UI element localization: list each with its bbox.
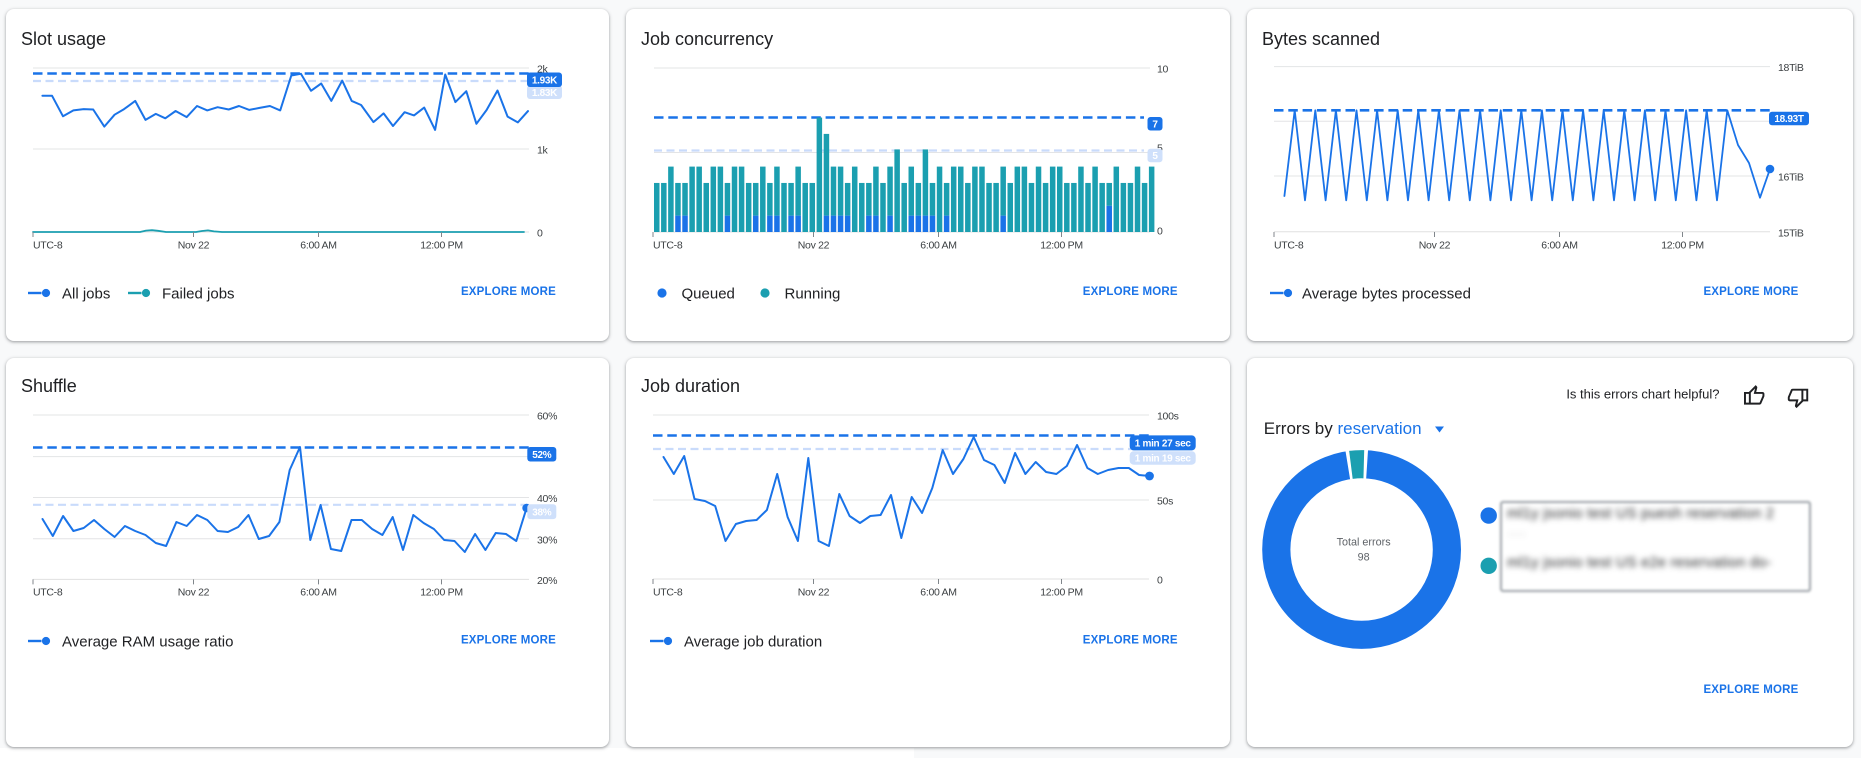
svg-text:Errors by reservation: Errors by reservation — [1264, 419, 1422, 438]
svg-text:UTC-8: UTC-8 — [653, 586, 683, 598]
svg-text:12:00 PM: 12:00 PM — [1661, 239, 1704, 251]
svg-text:2k: 2k — [537, 64, 549, 76]
svg-text:EXPLORE MORE: EXPLORE MORE — [1083, 635, 1178, 647]
svg-text:EXPLORE MORE: EXPLORE MORE — [461, 635, 556, 647]
svg-text:Nov 22: Nov 22 — [178, 587, 210, 599]
svg-text:7: 7 — [1152, 119, 1158, 130]
svg-text:15TiB: 15TiB — [1778, 227, 1804, 239]
svg-text:1 min 19 sec: 1 min 19 sec — [1135, 454, 1192, 465]
svg-text:Failed jobs: Failed jobs — [162, 285, 235, 302]
svg-text:40%: 40% — [537, 493, 557, 505]
svg-text:5: 5 — [1157, 143, 1163, 155]
svg-text:Average job duration: Average job duration — [684, 633, 822, 650]
svg-text:6:00 AM: 6:00 AM — [300, 587, 336, 599]
svg-text:EXPLORE MORE: EXPLORE MORE — [1083, 286, 1178, 298]
svg-text:Average bytes processed: Average bytes processed — [1302, 285, 1471, 302]
svg-text:20%: 20% — [537, 575, 557, 587]
svg-text:18TiB: 18TiB — [1778, 62, 1804, 74]
svg-text:Queued: Queued — [682, 285, 735, 302]
svg-text:1.93K: 1.93K — [532, 75, 558, 86]
svg-text:5: 5 — [1152, 151, 1158, 162]
svg-text:12:00 PM: 12:00 PM — [420, 587, 463, 599]
svg-text:12:00 PM: 12:00 PM — [1040, 239, 1083, 251]
svg-text:1k: 1k — [537, 145, 549, 157]
svg-text:0: 0 — [1157, 575, 1163, 587]
svg-text:Running: Running — [785, 285, 841, 302]
svg-text:Job duration: Job duration — [641, 376, 740, 396]
svg-text:16TiB: 16TiB — [1778, 172, 1804, 184]
svg-text:EXPLORE MORE: EXPLORE MORE — [461, 286, 556, 298]
svg-text:Shuffle: Shuffle — [21, 376, 77, 396]
svg-text:UTC-8: UTC-8 — [653, 239, 683, 251]
svg-text:6:00 AM: 6:00 AM — [920, 586, 956, 598]
svg-text:All jobs: All jobs — [62, 285, 110, 302]
svg-text:6:00 AM: 6:00 AM — [300, 239, 336, 251]
svg-text:30%: 30% — [537, 534, 557, 546]
svg-text:38%: 38% — [532, 507, 552, 518]
svg-text:Bytes scanned: Bytes scanned — [1262, 29, 1380, 49]
svg-text:12:00 PM: 12:00 PM — [420, 239, 463, 251]
svg-text:Slot usage: Slot usage — [21, 29, 106, 49]
svg-text:52%: 52% — [532, 450, 552, 461]
svg-text:6:00 AM: 6:00 AM — [1541, 239, 1577, 251]
svg-text:1.83K: 1.83K — [532, 88, 558, 99]
svg-text:Nov 22: Nov 22 — [178, 239, 210, 251]
svg-text:Job concurrency: Job concurrency — [641, 29, 773, 49]
svg-text:60%: 60% — [537, 411, 557, 423]
svg-text:18.93T: 18.93T — [1774, 114, 1804, 125]
svg-text:6:00 AM: 6:00 AM — [920, 239, 956, 251]
svg-text:1 min 27 sec: 1 min 27 sec — [1135, 439, 1192, 450]
svg-text:UTC-8: UTC-8 — [1274, 239, 1304, 251]
svg-text:UTC-8: UTC-8 — [33, 239, 63, 251]
svg-text:Nov 22: Nov 22 — [798, 239, 830, 251]
svg-text:Nov 22: Nov 22 — [798, 586, 830, 598]
svg-text:EXPLORE MORE: EXPLORE MORE — [1703, 286, 1798, 298]
svg-text:UTC-8: UTC-8 — [33, 587, 63, 599]
svg-text:Average RAM usage ratio: Average RAM usage ratio — [62, 633, 233, 650]
svg-text:10: 10 — [1157, 64, 1169, 76]
svg-text:Nov 22: Nov 22 — [1419, 239, 1451, 251]
svg-text:0: 0 — [537, 228, 543, 240]
svg-text:98: 98 — [1358, 552, 1370, 564]
svg-text:100s: 100s — [1157, 411, 1179, 423]
svg-text:Is this errors chart helpful?: Is this errors chart helpful? — [1566, 387, 1719, 402]
svg-text:0: 0 — [1157, 226, 1163, 238]
svg-text:50s: 50s — [1157, 496, 1173, 508]
svg-text:EXPLORE MORE: EXPLORE MORE — [1703, 684, 1798, 696]
svg-text:12:00 PM: 12:00 PM — [1040, 586, 1083, 598]
svg-text:Total errors: Total errors — [1337, 537, 1392, 549]
